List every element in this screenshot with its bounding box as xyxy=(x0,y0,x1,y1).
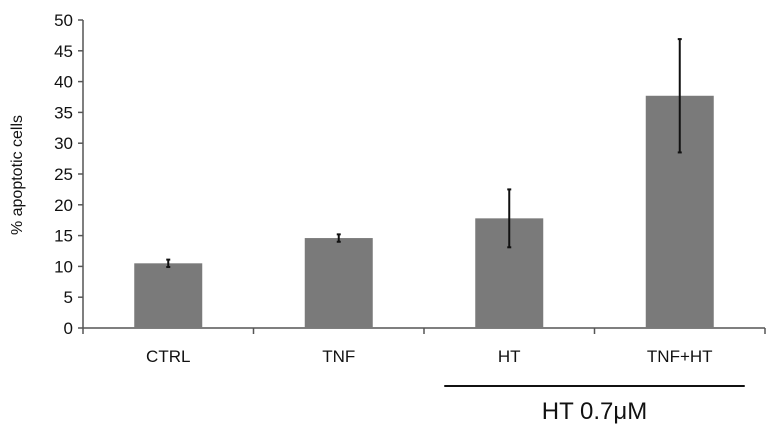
y-tick-label: 45 xyxy=(54,42,73,61)
x-category-label: HT xyxy=(498,347,521,366)
bar-tnf xyxy=(304,238,373,328)
plot-area: 0 5 10 15 20 25 30 35 40 45 50 CTRL TNF HT TNF+HT xyxy=(54,11,766,366)
y-tick-label: 30 xyxy=(54,134,73,153)
y-tick-label: 20 xyxy=(54,196,73,215)
x-category-label: CTRL xyxy=(146,347,190,366)
y-tick-label: 10 xyxy=(54,257,73,276)
x-category-label: TNF+HT xyxy=(647,347,713,366)
y-tick-label: 40 xyxy=(54,73,73,92)
y-tick-label: 0 xyxy=(64,319,73,338)
y-axis-label: % apoptotic cells xyxy=(9,115,26,235)
y-tick-label: 35 xyxy=(54,103,73,122)
x-category-label: TNF xyxy=(322,347,355,366)
y-tick-label: 5 xyxy=(64,288,73,307)
bar-ctrl xyxy=(134,263,203,328)
y-tick-label: 15 xyxy=(54,227,73,246)
y-tick-label: 50 xyxy=(54,11,73,30)
y-tick-label: 25 xyxy=(54,165,73,184)
group-bracket-label: HT 0.7μM xyxy=(542,398,647,425)
